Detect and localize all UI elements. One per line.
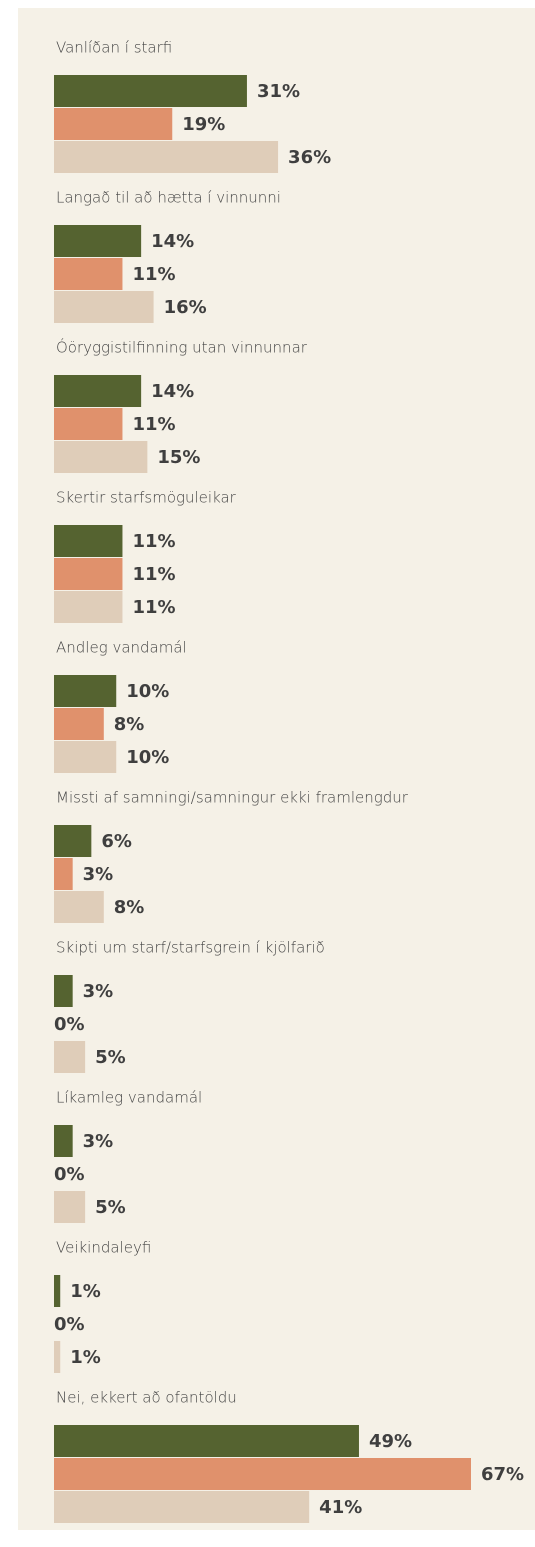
- bar: [54, 75, 247, 107]
- bar: [54, 225, 142, 257]
- value-label: 5%: [95, 1197, 126, 1218]
- bar: [54, 558, 123, 590]
- value-label: 15%: [157, 447, 200, 468]
- value-label: 3%: [83, 864, 114, 885]
- bar: [54, 858, 73, 890]
- bar: [54, 141, 279, 173]
- bar: [54, 1425, 359, 1457]
- bar: [54, 525, 123, 557]
- category-label: Skertir starfsmöguleikar: [56, 489, 237, 507]
- bar: [54, 291, 154, 323]
- value-label: 67%: [481, 1464, 524, 1485]
- value-label: 8%: [114, 897, 145, 918]
- category-label: Óöryggistilfinning utan vinnunnar: [56, 338, 308, 357]
- value-label: 1%: [70, 1281, 101, 1302]
- value-label: 16%: [164, 297, 207, 318]
- bar: [54, 108, 173, 140]
- value-label: 6%: [101, 831, 132, 852]
- bar: [54, 375, 142, 407]
- category-label: Missti af samningi/samningur ekki framle…: [56, 789, 409, 807]
- bar: [54, 975, 73, 1007]
- value-label: 3%: [83, 981, 114, 1002]
- value-label: 41%: [319, 1497, 362, 1518]
- bar: [54, 675, 117, 707]
- value-label: 31%: [257, 81, 300, 102]
- bar: [54, 741, 117, 773]
- bar: [54, 1491, 310, 1523]
- bar: [54, 258, 123, 290]
- value-label: 36%: [288, 147, 331, 168]
- value-label: 5%: [95, 1047, 126, 1068]
- bar: [54, 825, 92, 857]
- value-label: 19%: [182, 114, 225, 135]
- bar: [54, 1275, 61, 1307]
- value-label: 0%: [54, 1314, 85, 1335]
- category-label: Líkamleg vandamál: [56, 1089, 202, 1107]
- bar: [54, 1191, 86, 1223]
- value-label: 3%: [83, 1131, 114, 1152]
- bar: [54, 1125, 73, 1157]
- category-label: Veikindaleyfi: [56, 1239, 151, 1257]
- value-label: 11%: [132, 597, 175, 618]
- bar: [54, 408, 123, 440]
- value-label: 11%: [132, 531, 175, 552]
- value-label: 0%: [54, 1164, 85, 1185]
- value-label: 10%: [126, 747, 169, 768]
- value-label: 14%: [151, 231, 194, 252]
- value-label: 11%: [132, 414, 175, 435]
- value-label: 10%: [126, 681, 169, 702]
- bar: [54, 441, 148, 473]
- bar: [54, 708, 104, 740]
- bar: [54, 1458, 471, 1490]
- value-label: 0%: [54, 1014, 85, 1035]
- category-label: Skipti um starf/starfsgrein í kjölfarið: [56, 939, 325, 957]
- value-label: 49%: [369, 1431, 412, 1452]
- bar: [54, 1341, 61, 1373]
- value-label: 11%: [132, 564, 175, 585]
- bar: [54, 591, 123, 623]
- category-label: Andleg vandamál: [56, 639, 187, 657]
- value-label: 11%: [132, 264, 175, 285]
- category-label: Nei, ekkert að ofantöldu: [56, 1389, 237, 1407]
- value-label: 8%: [114, 714, 145, 735]
- category-label: Langað til að hætta í vinnunni: [56, 189, 281, 207]
- bar: [54, 891, 104, 923]
- value-label: 1%: [70, 1347, 101, 1368]
- value-label: 14%: [151, 381, 194, 402]
- category-label: Vanlíðan í starfi: [56, 39, 172, 57]
- bar: [54, 1041, 86, 1073]
